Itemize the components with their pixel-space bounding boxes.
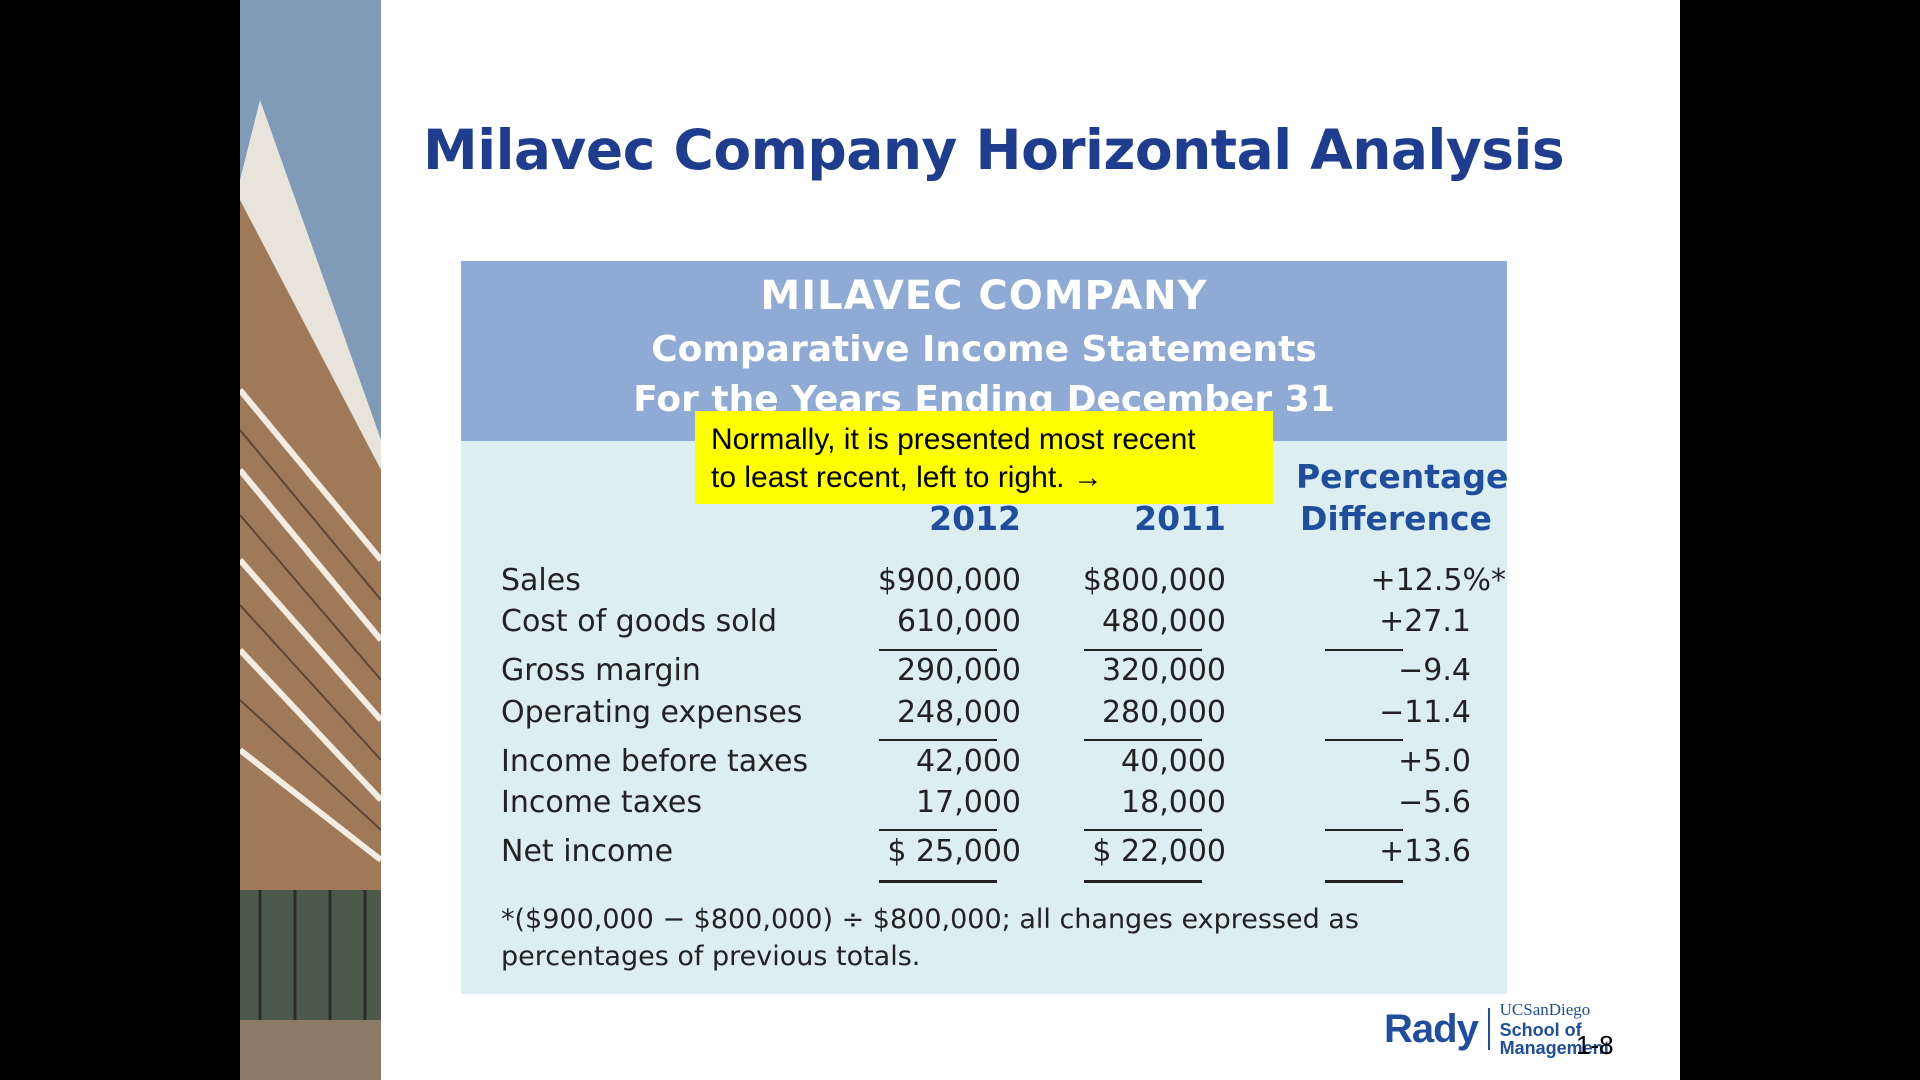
income-before-taxes-pct: +5.0 (1398, 744, 1471, 779)
year-2012-heading: 2012 (929, 499, 1021, 538)
footnote: *($900,000 − $800,000) ÷ $800,000; all c… (501, 904, 1359, 972)
callout-line-1: Normally, it is presented most recent (711, 423, 1196, 456)
operating-expenses-2012: 248,000 (896, 695, 1021, 730)
sales-2012: $900,000 (877, 563, 1021, 598)
income-taxes-2012: 17,000 (916, 785, 1021, 820)
total-double-rule (879, 880, 997, 883)
logo-right-block: UCSanDiego School of Management (1500, 1001, 1680, 1057)
cogs-2011: 480,000 (1101, 604, 1226, 639)
company-name: MILAVEC COMPANY (760, 273, 1208, 319)
logo-ucsd-text: UCSanDiego (1499, 1000, 1591, 1019)
subtotal-rule (1325, 739, 1403, 741)
rady-logo: Rady UCSanDiego School of Management (1384, 1001, 1680, 1057)
sales-pct: +12.5%* (1370, 563, 1506, 598)
slide-title: Milavec Company Horizontal Analysis (423, 118, 1565, 182)
income-before-taxes-2012: 42,000 (916, 744, 1021, 779)
sales-2011: $800,000 (1082, 563, 1226, 598)
net-income-2011: $ 22,000 (1092, 834, 1226, 869)
income-taxes-pct: −5.6 (1398, 785, 1471, 820)
logo-divider (1487, 1008, 1490, 1050)
cogs-pct: +27.1 (1379, 604, 1471, 639)
gross-margin-2012: 290,000 (896, 653, 1021, 688)
gross-margin-2011: 320,000 (1101, 653, 1226, 688)
subtotal-rule (1325, 649, 1403, 651)
subtotal-rule (1084, 829, 1202, 831)
statement-subtitle: Comparative Income Statements (651, 329, 1317, 370)
subtotal-rule (879, 829, 997, 831)
logo-rady-text: Rady (1384, 1006, 1479, 1051)
row-label-sales: Sales (501, 563, 581, 598)
operating-expenses-2011: 280,000 (1101, 695, 1226, 730)
callout-line-2: to least recent, left to right. → (711, 461, 1103, 494)
row-label-income-taxes: Income taxes (501, 785, 702, 820)
total-double-rule (1325, 880, 1403, 883)
net-income-pct: +13.6 (1379, 834, 1471, 869)
subtotal-rule (1084, 649, 1202, 651)
slide: Milavec Company Horizontal Analysis MILA… (240, 0, 1680, 1080)
pct-heading-line1: Percentage (1296, 457, 1509, 496)
subtotal-rule (879, 649, 997, 651)
year-2011-heading: 2011 (1134, 499, 1226, 538)
gross-margin-pct: −9.4 (1398, 653, 1471, 688)
income-before-taxes-2011: 40,000 (1121, 744, 1226, 779)
cogs-2012: 610,000 (896, 604, 1021, 639)
logo-school-text: School of Management (1499, 1020, 1610, 1058)
row-label-net-income: Net income (501, 834, 674, 869)
pct-heading-line2: Difference (1300, 499, 1492, 538)
subtotal-rule (879, 739, 997, 741)
building-photo (240, 0, 381, 1080)
net-income-2012: $ 25,000 (887, 834, 1021, 869)
income-statement-panel: MILAVEC COMPANY Comparative Income State… (461, 261, 1509, 994)
callout-note: Normally, it is presented most recent to… (695, 411, 1273, 504)
subtotal-rule (1084, 739, 1202, 741)
total-double-rule (1084, 880, 1202, 883)
row-label-cogs: Cost of goods sold (501, 604, 778, 639)
row-label-gross-margin: Gross margin (501, 653, 701, 688)
row-label-income-before-taxes: Income before taxes (501, 744, 809, 779)
operating-expenses-pct: −11.4 (1379, 695, 1471, 730)
subtotal-rule (1325, 829, 1403, 831)
page-number: 1-8 (1576, 1030, 1614, 1060)
income-taxes-2011: 18,000 (1121, 785, 1226, 820)
row-label-operating-expenses: Operating expenses (501, 695, 803, 730)
